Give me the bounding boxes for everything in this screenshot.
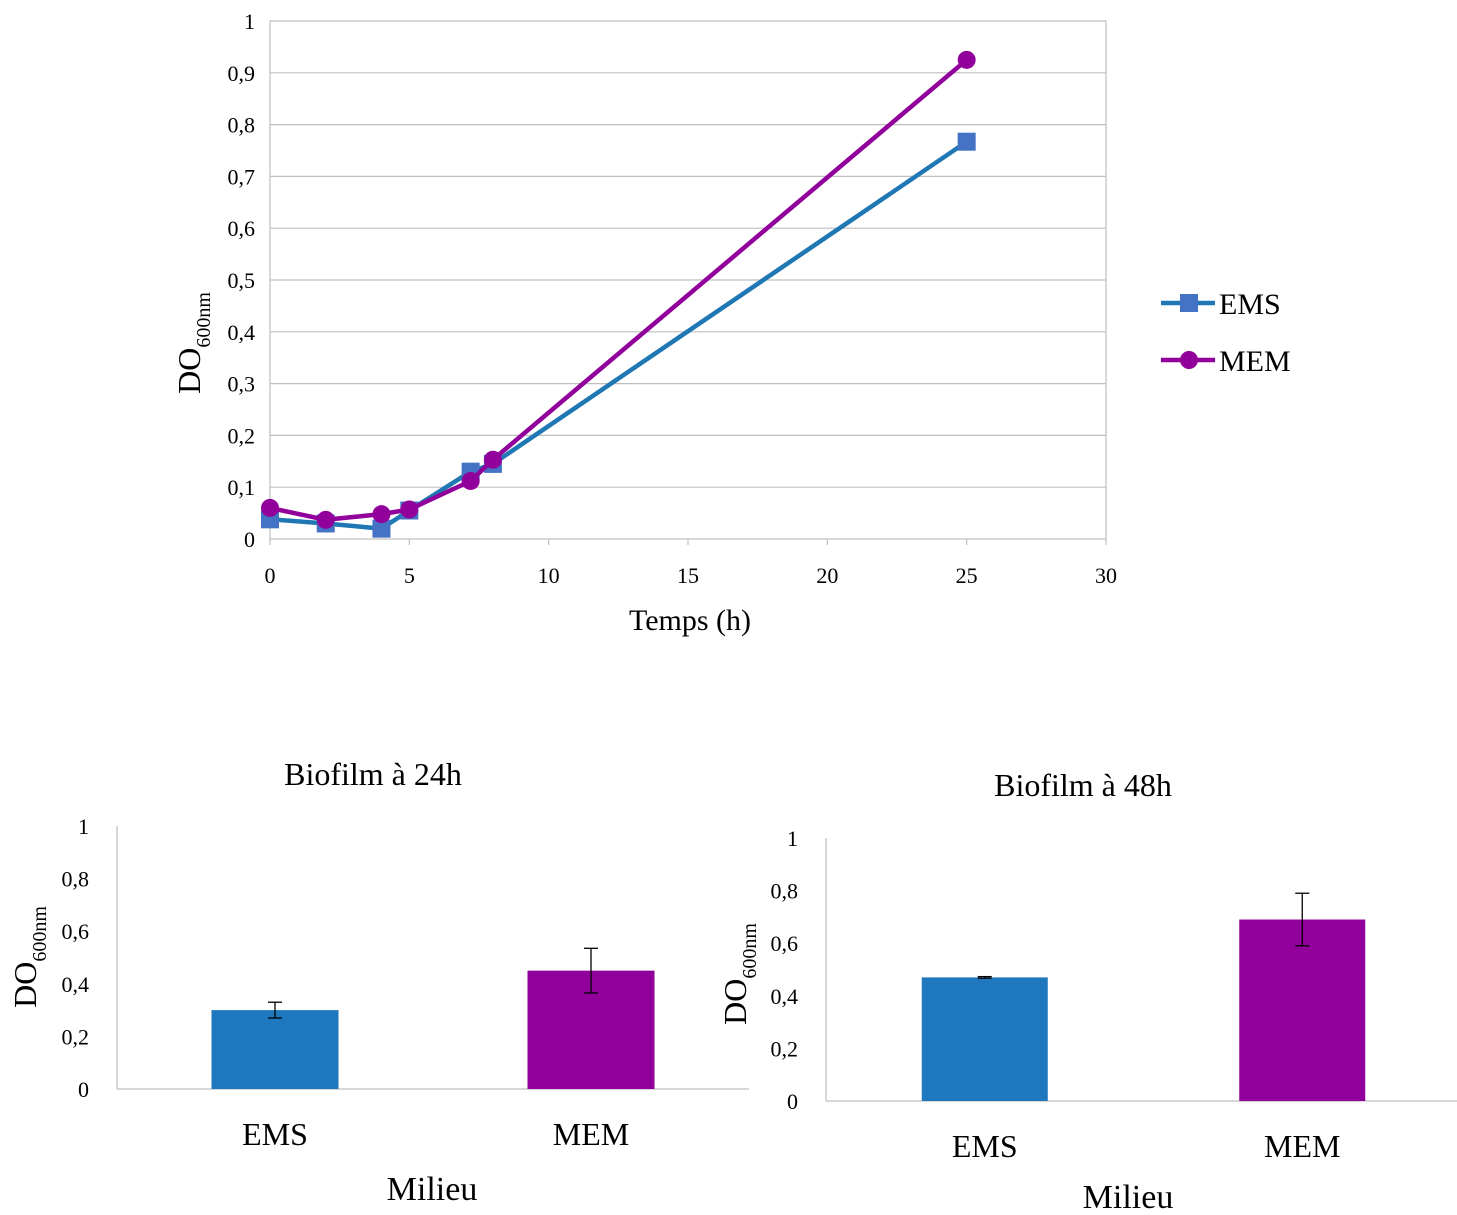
growth-line-chart: 0 0,1 0,2 0,3 0,4 0,5 0,6 0,7 0,8 0,9 1 0 5 10 15 20 25… xyxy=(171,9,1291,637)
bar-mem xyxy=(1239,919,1366,1101)
biofilm-24h-plot: 0 0,2 0,4 0,6 0,8 1 EMS MEM xyxy=(62,814,749,1152)
biofilm-24h-bar-chart: Biofilm à 24h 0 0,2 0,4 0,6 0,8 1 EMS MEM Milie… xyxy=(7,756,749,1208)
bar-chart-y-tick-label: 0,6 xyxy=(771,931,799,956)
line-chart-x-tick-label: 25 xyxy=(956,563,978,588)
bar-chart-y-tick-label: 0,8 xyxy=(771,879,799,904)
line-chart-y-axis-title-main: DO xyxy=(171,348,207,394)
data-point-mem xyxy=(957,50,976,69)
category-label-mem: MEM xyxy=(553,1116,629,1152)
category-label-ems: EMS xyxy=(952,1128,1018,1164)
data-point-mem xyxy=(483,450,502,469)
biofilm-48h-x-axis-title: Milieu xyxy=(1083,1179,1174,1215)
line-chart-legend: EMS MEM xyxy=(1161,288,1291,378)
line-chart-y-tick-label: 0 xyxy=(244,527,255,552)
biofilm-48h-y-axis-title: DO600nm xyxy=(717,923,761,1025)
bar-chart-y-tick-label: 0,2 xyxy=(62,1024,90,1049)
bar-chart-y-tick-label: 0,2 xyxy=(771,1036,799,1061)
line-chart-y-axis-title-subscript: 600nm xyxy=(193,292,215,348)
data-point-mem xyxy=(261,498,279,517)
biofilm-48h-bar-chart: Biofilm à 48h 0 0,2 0,4 0,6 0,8 1 EMS MEM Milie… xyxy=(717,767,1457,1215)
legend-label-ems: EMS xyxy=(1219,288,1281,321)
bar-ems xyxy=(211,1010,339,1089)
line-chart-x-tick-label: 15 xyxy=(677,563,699,588)
line-chart-y-tick-label: 0,1 xyxy=(228,475,256,500)
bar-chart-y-tick-label: 0 xyxy=(78,1077,89,1102)
biofilm-48h-y-axis-title-subscript: 600nm xyxy=(739,923,761,979)
legend-label-mem: MEM xyxy=(1219,345,1291,378)
bar-ems xyxy=(921,977,1048,1101)
line-chart-y-tick-label: 0,7 xyxy=(228,164,256,189)
line-chart-x-tick-label: 5 xyxy=(404,563,415,588)
biofilm-24h-x-axis-title: Milieu xyxy=(387,1171,478,1208)
legend-marker-ems xyxy=(1180,294,1198,312)
series-line-ems xyxy=(269,139,968,531)
line-chart-y-tick-label: 0,9 xyxy=(228,61,256,86)
category-label-ems: EMS xyxy=(242,1116,308,1152)
line-chart-x-axis-title: Temps (h) xyxy=(629,604,751,637)
line-chart-gridlines xyxy=(270,72,1106,488)
bar-chart-y-tick-label: 1 xyxy=(78,814,89,839)
line-chart-y-tick-label: 0,8 xyxy=(228,113,256,138)
line-chart-series xyxy=(261,50,976,538)
line-chart-x-ticks: 0 5 10 15 20 25 30 xyxy=(265,539,1117,588)
line-chart-x-tick-label: 20 xyxy=(816,563,838,588)
bar-chart-y-tick-label: 0 xyxy=(787,1089,798,1114)
biofilm-24h-y-axis-title: DO600nm xyxy=(7,906,51,1008)
data-point-ems xyxy=(372,519,391,538)
data-point-mem xyxy=(372,505,391,524)
line-chart-y-tick-label: 1 xyxy=(244,9,255,34)
line-chart-y-tick-label: 0,4 xyxy=(228,320,256,345)
legend-marker-mem xyxy=(1180,351,1198,369)
series-line-mem xyxy=(269,58,969,523)
line-chart-y-tick-label: 0,6 xyxy=(228,216,256,241)
bar-chart-y-tick-label: 0,6 xyxy=(62,919,90,944)
line-chart-y-axis-title: DO600nm xyxy=(171,292,215,394)
bar-chart-y-tick-label: 0,8 xyxy=(62,867,90,892)
biofilm-48h-y-axis-title-main: DO xyxy=(717,979,753,1025)
line-chart-x-tick-label: 30 xyxy=(1095,563,1117,588)
line-chart-x-tick-label: 10 xyxy=(538,563,560,588)
line-chart-y-tick-label: 0,2 xyxy=(228,423,256,448)
biofilm-24h-y-axis-title-subscript: 600nm xyxy=(29,906,51,962)
biofilm-24h-title: Biofilm à 24h xyxy=(284,756,462,792)
category-label-mem: MEM xyxy=(1264,1128,1340,1164)
line-chart-y-tick-label: 0,5 xyxy=(228,268,256,293)
biofilm-48h-plot: 0 0,2 0,4 0,6 0,8 1 EMS MEM xyxy=(771,826,1457,1164)
bar-chart-y-tick-label: 1 xyxy=(787,826,798,851)
biofilm-24h-y-axis-title-main: DO xyxy=(7,962,43,1008)
data-point-mem xyxy=(461,471,480,490)
biofilm-48h-title: Biofilm à 48h xyxy=(994,767,1172,803)
line-chart-y-ticks: 0 0,1 0,2 0,3 0,4 0,5 0,6 0,7 0,8 0,9 1 xyxy=(228,9,256,552)
line-chart-x-tick-label: 0 xyxy=(265,563,276,588)
data-point-ems xyxy=(957,132,976,151)
bar-chart-y-tick-label: 0,4 xyxy=(62,972,90,997)
bar-chart-y-tick-label: 0,4 xyxy=(771,984,799,1009)
line-chart-y-tick-label: 0,3 xyxy=(228,372,256,397)
data-point-mem xyxy=(316,510,335,529)
data-point-mem xyxy=(400,500,419,519)
